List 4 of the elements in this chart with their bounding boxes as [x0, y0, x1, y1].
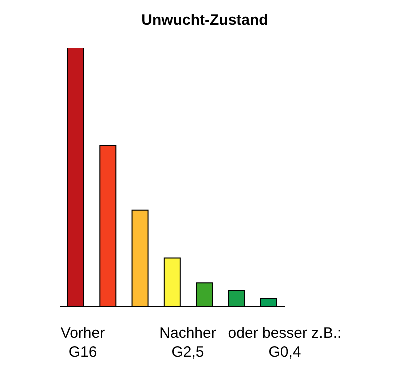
text: oder besser z.B.: G0,4 — [228, 325, 342, 361]
chart-title: Unwucht-Zustand — [140, 12, 270, 29]
text: Vorher G16 — [60, 325, 106, 361]
text: Nachher G2,5 — [160, 325, 216, 361]
